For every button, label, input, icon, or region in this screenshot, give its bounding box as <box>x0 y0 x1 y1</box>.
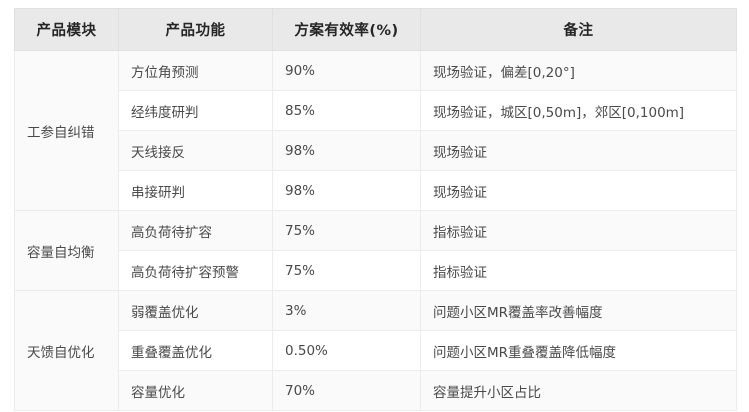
cell-function: 经纬度研判 <box>118 90 273 131</box>
cell-function: 方位角预测 <box>118 50 273 91</box>
cell-function: 弱覆盖优化 <box>118 290 273 331</box>
cell-remark: 容量提升小区占比 <box>420 370 737 411</box>
table-row: 天馈自优化 弱覆盖优化 3% 问题小区MR覆盖率改善幅度 <box>14 290 737 411</box>
cell-function: 天线接反 <box>118 130 273 171</box>
cell-remark: 指标验证 <box>420 250 737 291</box>
column-header-module: 产品模块 <box>14 8 119 51</box>
cell-effectiveness-rate: 75% <box>272 210 421 251</box>
cell-effectiveness-rate: 98% <box>272 130 421 171</box>
table-row: 工参自纠错 方位角预测 90% 现场验证，偏差[0,20°] <box>14 50 737 211</box>
column-header-function: 产品功能 <box>118 8 273 51</box>
table-header: 产品模块 产品功能 方案有效率(%) 备注 <box>14 8 737 51</box>
table-row: 天线接反 98% 现场验证 <box>15 130 737 171</box>
cell-effectiveness-rate: 3% <box>272 290 421 331</box>
cell-effectiveness-rate: 98% <box>272 170 421 211</box>
cell-effectiveness-rate: 75% <box>272 250 421 291</box>
cell-remark: 现场验证 <box>420 170 737 211</box>
cell-remark: 现场验证，偏差[0,20°] <box>420 50 737 91</box>
column-header-rate: 方案有效率(%) <box>272 8 421 51</box>
cell-effectiveness-rate: 90% <box>272 50 421 91</box>
cell-remark: 现场验证，城区[0,50m]，郊区[0,100m] <box>420 90 737 131</box>
cell-effectiveness-rate: 70% <box>272 370 421 411</box>
table-row: 经纬度研判 85% 现场验证，城区[0,50m]，郊区[0,100m] <box>15 90 737 131</box>
cell-module: 工参自纠错 <box>14 50 119 211</box>
table-row: 容量自均衡 高负荷待扩容 75% 指标验证 <box>14 210 737 291</box>
cell-effectiveness-rate: 85% <box>272 90 421 131</box>
cell-function: 重叠覆盖优化 <box>118 330 273 371</box>
product-module-table: 产品模块 产品功能 方案有效率(%) 备注 工参自纠错 方位角预测 90% 现场验证，… <box>14 8 737 411</box>
cell-function: 容量优化 <box>118 370 273 411</box>
table-row: 串接研判 98% 现场验证 <box>15 170 737 211</box>
cell-remark: 现场验证 <box>420 130 737 171</box>
table-header-row: 产品模块 产品功能 方案有效率(%) 备注 <box>14 8 737 51</box>
column-header-remark: 备注 <box>420 8 737 51</box>
cell-module: 容量自均衡 <box>14 210 119 291</box>
table-row: 容量优化 70% 容量提升小区占比 <box>15 370 737 411</box>
cell-function: 高负荷待扩容预警 <box>118 250 273 291</box>
cell-function: 高负荷待扩容 <box>118 210 273 251</box>
table-row: 高负荷待扩容预警 75% 指标验证 <box>15 250 737 291</box>
table-row: 重叠覆盖优化 0.50% 问题小区MR重叠覆盖降低幅度 <box>15 330 737 371</box>
cell-module: 天馈自优化 <box>14 290 119 411</box>
cell-effectiveness-rate: 0.50% <box>272 330 421 371</box>
cell-remark: 问题小区MR覆盖率改善幅度 <box>420 290 737 331</box>
cell-remark: 问题小区MR重叠覆盖降低幅度 <box>420 330 737 371</box>
spec-table-container: 产品模块 产品功能 方案有效率(%) 备注 工参自纠错 方位角预测 90% 现场验证，… <box>14 8 737 411</box>
cell-function: 串接研判 <box>118 170 273 211</box>
cell-remark: 指标验证 <box>420 210 737 251</box>
table-body: 工参自纠错 方位角预测 90% 现场验证，偏差[0,20°] 经纬度研判 85% 现场验证，… <box>14 50 737 411</box>
